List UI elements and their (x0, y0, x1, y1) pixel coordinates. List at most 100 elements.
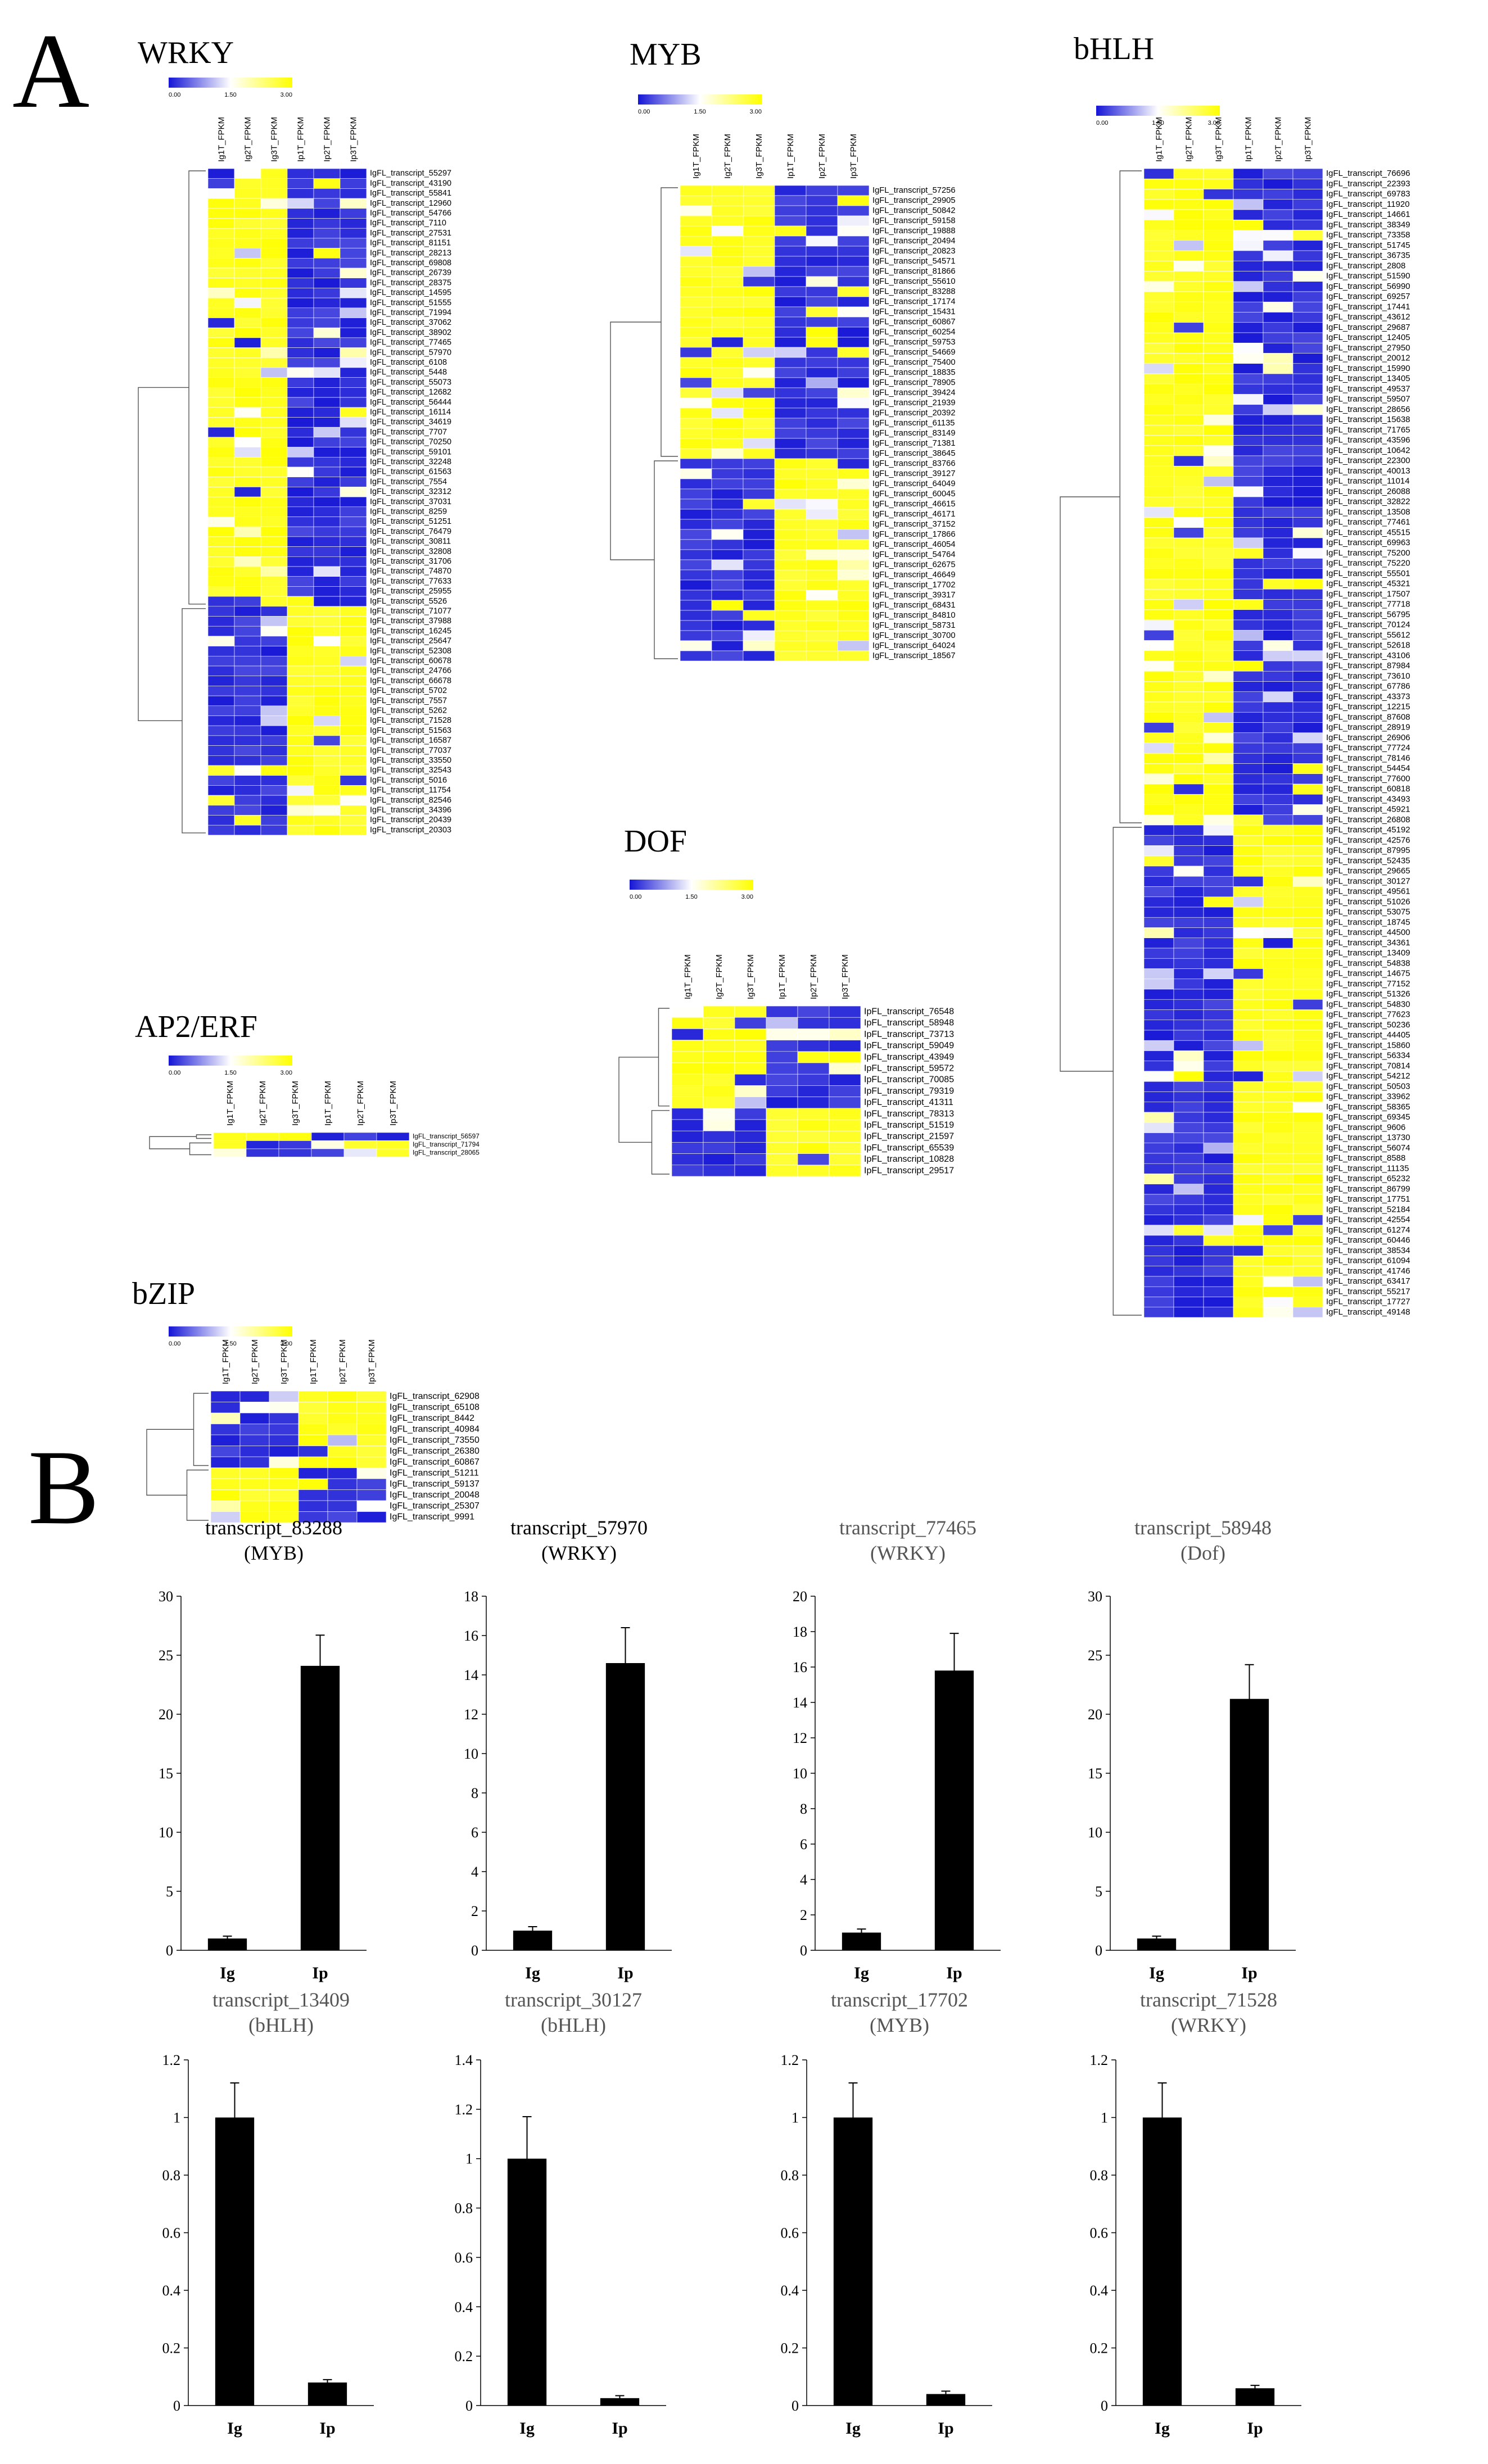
row-label: IgFL_transcript_9991 (390, 1512, 474, 1522)
dendrogram-branch (654, 460, 678, 659)
color-scale-bar (638, 94, 762, 105)
heatmap-cell (1143, 804, 1174, 816)
heatmap-cell (1263, 876, 1293, 887)
dendrogram-branch (193, 1393, 209, 1466)
row-label: IgFL_transcript_17174 (872, 297, 956, 306)
color-scale-min: 0.00 (169, 92, 180, 98)
heatmap-cell (1292, 691, 1323, 703)
heatmap-cell (1173, 1235, 1204, 1246)
heatmap-cell (1143, 537, 1174, 549)
heatmap-cell (1233, 999, 1264, 1010)
heatmap-cell (313, 616, 341, 627)
heatmap-cell (1143, 1184, 1174, 1195)
heatmap-cell (1292, 209, 1323, 220)
heatmap-cell (1203, 1040, 1234, 1051)
heatmap-cell (287, 218, 314, 229)
heatmap-cell (260, 218, 288, 229)
y-tick-label: 12 (464, 1706, 478, 1723)
heatmap-cell (743, 235, 775, 247)
heatmap-cell (234, 477, 261, 487)
heatmap-cell (1233, 1276, 1264, 1287)
x-tick-label: Ip (617, 1964, 633, 1982)
heatmap-cell (1173, 681, 1204, 692)
heatmap-cell (1292, 394, 1323, 405)
heatmap-cell (311, 1148, 345, 1157)
row-label: IgFL_transcript_45192 (1326, 825, 1410, 835)
heatmap-cell (671, 1130, 704, 1143)
heatmap-cell (806, 539, 838, 550)
row-label: IgFL_transcript_82546 (370, 796, 451, 805)
x-tick-label: Ip (319, 2419, 335, 2438)
row-label: IgFL_transcript_60045 (872, 490, 956, 499)
heatmap-cell (837, 509, 870, 520)
heatmap-cell (797, 1062, 830, 1075)
heatmap-cell (1292, 650, 1323, 662)
heatmap-cell (1292, 322, 1323, 333)
heatmap-cell (207, 705, 235, 716)
heatmap-cell (829, 1153, 861, 1166)
heatmap-cell (260, 447, 288, 458)
y-tick-label: 0.8 (455, 2200, 473, 2217)
heatmap-cell (210, 1412, 241, 1424)
dendrogram-branch (189, 1142, 211, 1156)
heatmap-cell (234, 407, 261, 418)
heatmap-cell (1173, 424, 1204, 436)
heatmap-cell (207, 556, 235, 567)
heatmap-cell (680, 327, 712, 338)
color-scale-min: 0.00 (169, 1340, 180, 1347)
row-label: IgFL_transcript_5526 (370, 597, 447, 606)
heatmap-cell (837, 519, 870, 530)
heatmap-cell (1263, 773, 1293, 785)
heatmap-cell (313, 765, 341, 776)
heatmap-cell (1263, 732, 1293, 744)
chart-title: transcript_30127 (505, 1989, 642, 2011)
row-label: IgFL_transcript_76696 (1326, 169, 1410, 178)
heatmap-cell (1143, 999, 1174, 1010)
heatmap-cell (1143, 855, 1174, 867)
row-label: IgFL_transcript_61563 (370, 468, 451, 477)
heatmap-cell (207, 487, 235, 497)
row-label: IgFL_transcript_70124 (1326, 620, 1410, 629)
y-tick-label: 0.6 (1090, 2225, 1109, 2241)
heatmap-cell (1263, 445, 1293, 456)
row-label: IgFL_transcript_14675 (1326, 969, 1410, 979)
heatmap-cell (1292, 1286, 1323, 1297)
heatmap-cell (1143, 342, 1174, 354)
x-tick-label: Ip (312, 1964, 328, 1982)
heatmap-cell (340, 785, 367, 796)
heatmap-cell (1173, 835, 1204, 846)
heatmap-cell (837, 306, 870, 318)
heatmap-cell (1143, 742, 1174, 754)
heatmap-cell (829, 1062, 861, 1075)
heatmap-cell (207, 466, 235, 478)
heatmap-cell (1173, 742, 1204, 754)
heatmap-cell (703, 1142, 735, 1154)
heatmap-cell (207, 447, 235, 458)
heatmap-cell (1292, 783, 1323, 795)
heatmap-cell (234, 268, 261, 279)
color-scale-mid: 1.50 (224, 92, 236, 98)
heatmap-cell (1263, 866, 1293, 877)
heatmap-cell (340, 427, 367, 438)
row-label: IgFL_transcript_49561 (1326, 887, 1410, 896)
row-label: IgFL_transcript_77037 (370, 746, 451, 755)
heatmap-cell (1233, 753, 1264, 764)
heatmap-cell (797, 1051, 830, 1063)
heatmap-cell (1143, 1143, 1174, 1154)
heatmap-cell (829, 1029, 861, 1040)
heatmap-cell (1263, 332, 1293, 343)
chart-title: transcript_77465 (839, 1516, 976, 1539)
heatmap-cell (1173, 578, 1204, 590)
y-tick-label: 16 (464, 1628, 478, 1644)
heatmap-cell (239, 1390, 270, 1402)
heatmap-cell (1173, 1112, 1204, 1123)
heatmap-cell (343, 1132, 377, 1141)
column-label: Ip2T_FPKM (1274, 117, 1283, 162)
heatmap-cell (1233, 948, 1264, 959)
y-tick-label: 1 (465, 2151, 473, 2167)
y-tick-label: 1.2 (162, 2052, 181, 2068)
heatmap-cell (340, 347, 367, 358)
heatmap-cell (1203, 199, 1234, 210)
heatmap-cell (313, 487, 341, 497)
